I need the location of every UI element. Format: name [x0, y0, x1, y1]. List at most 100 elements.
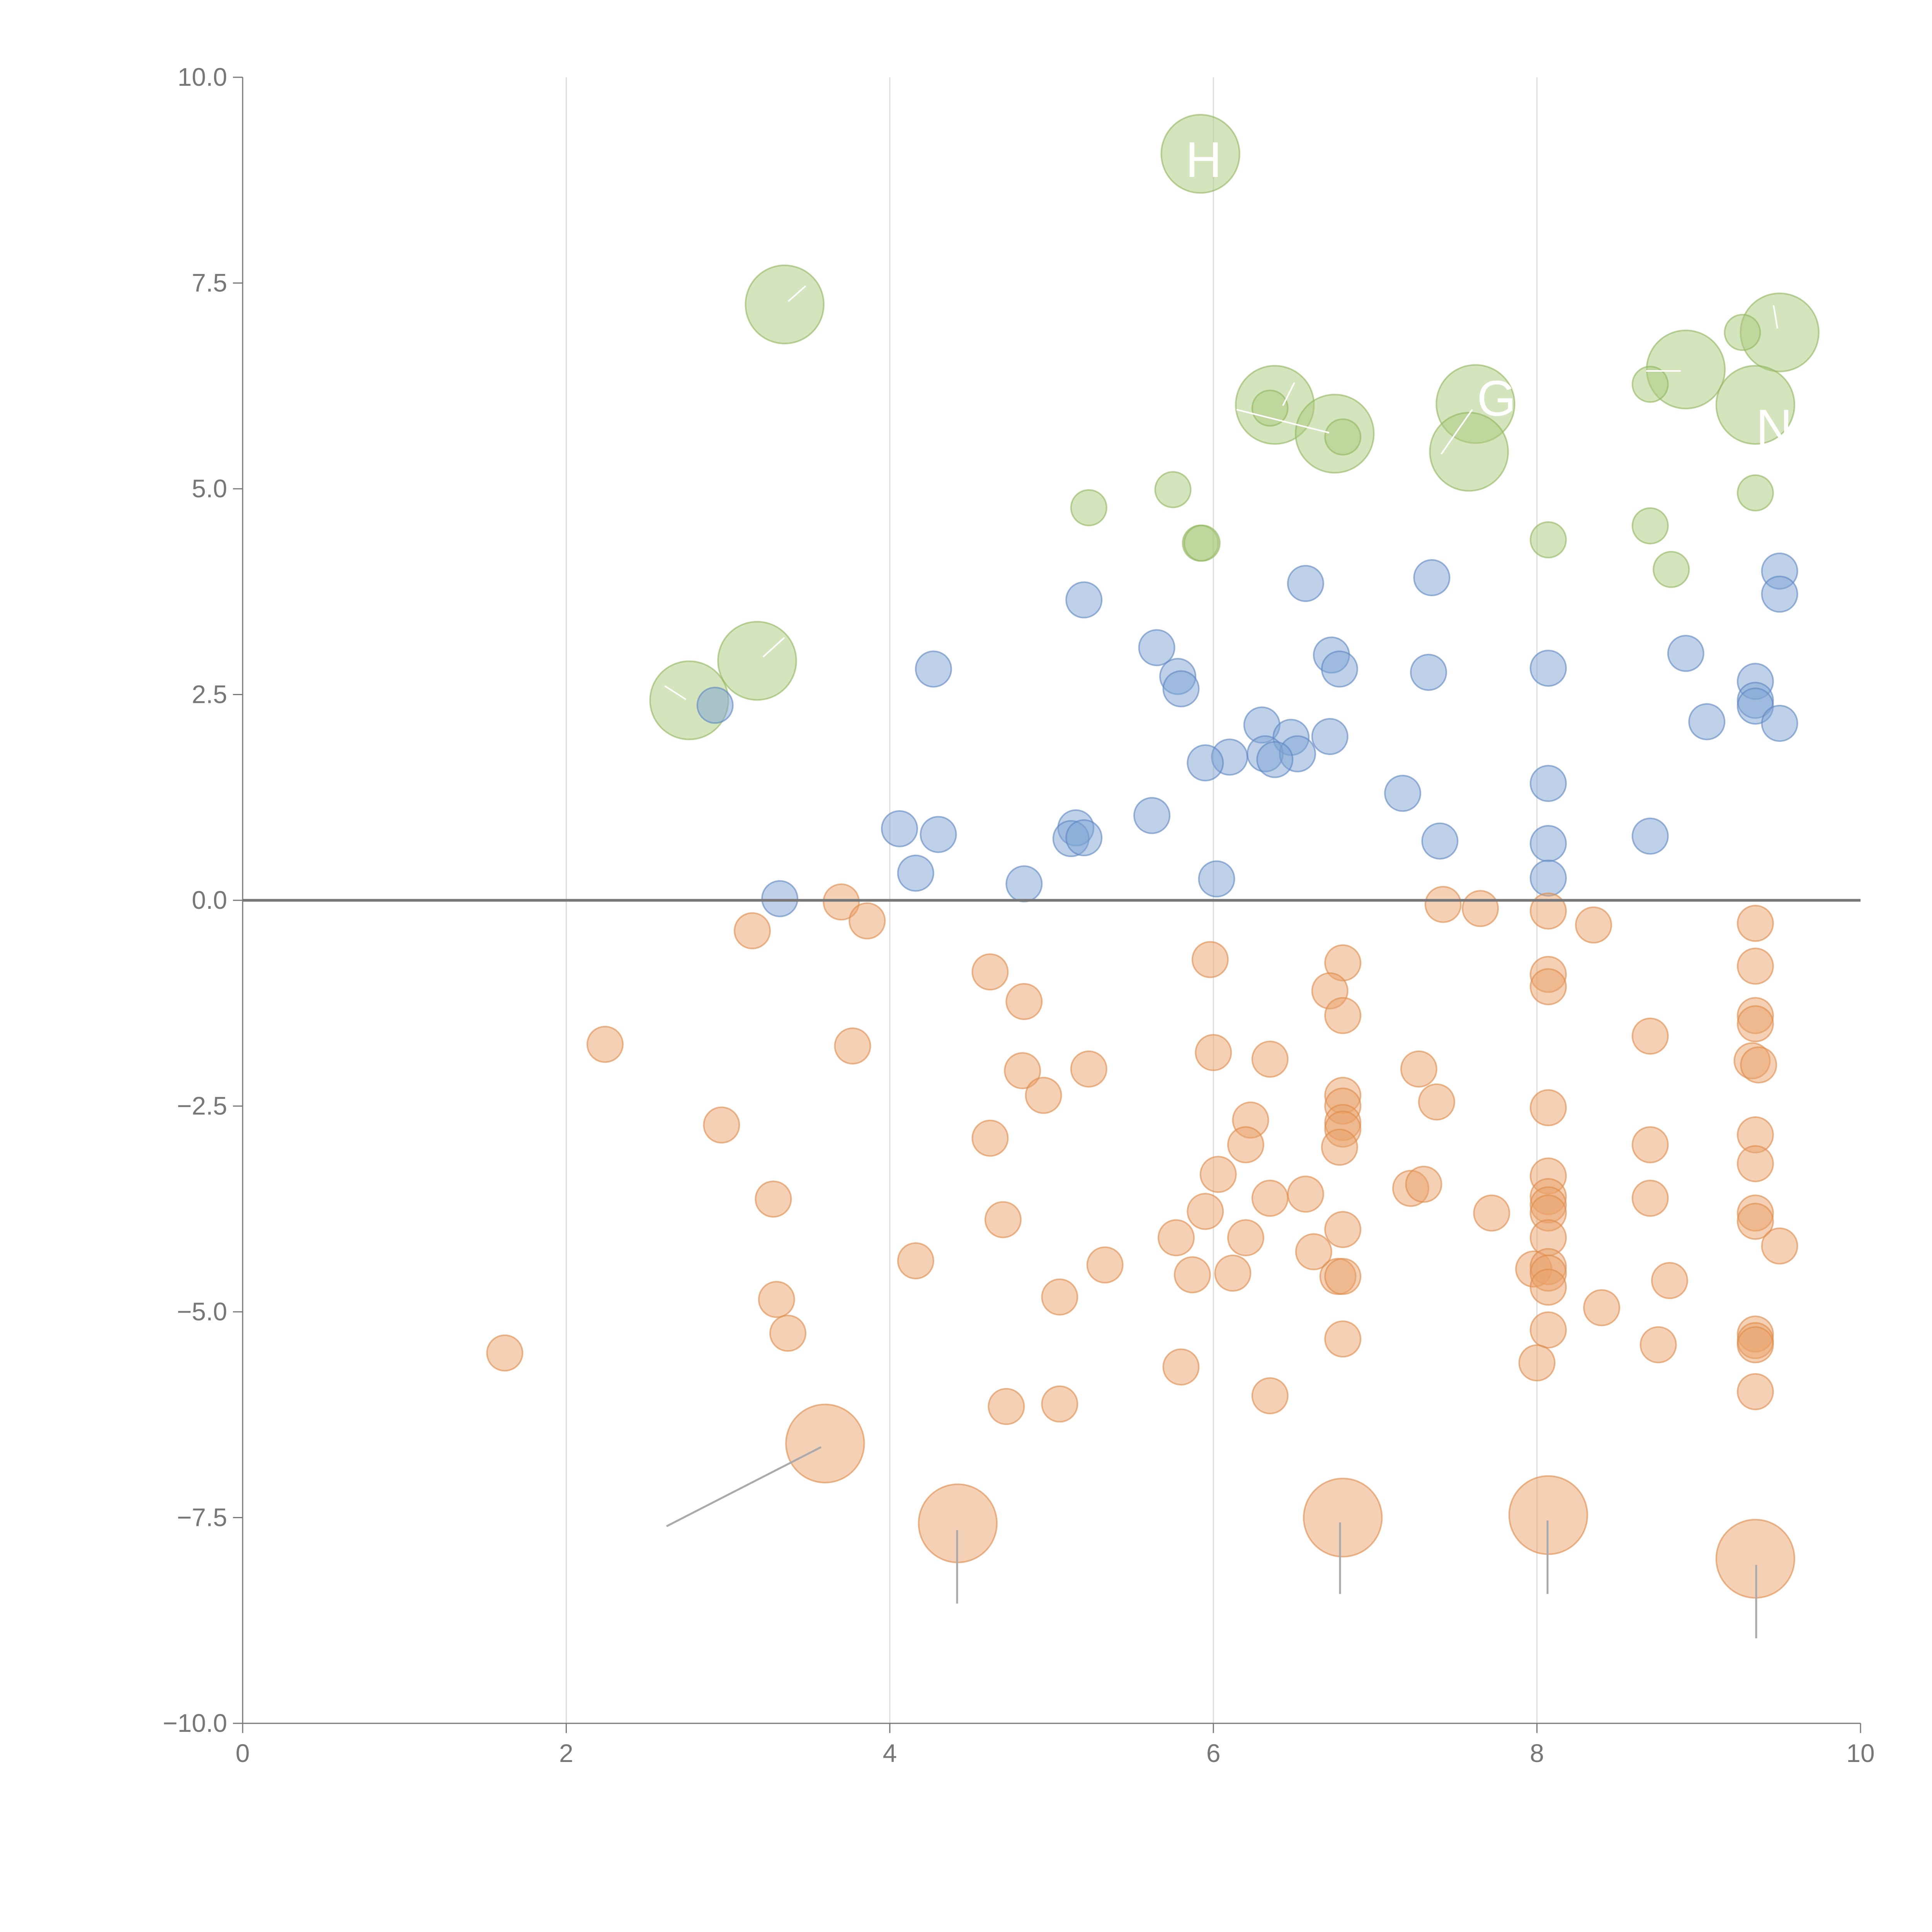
bubble-orange	[1191, 941, 1229, 978]
bubble-blue	[1256, 741, 1294, 778]
bubble-blue	[1384, 775, 1422, 812]
y-tick-label: −5.0	[177, 1297, 227, 1326]
x-tick-label: 2	[559, 1739, 573, 1767]
bubble-orange	[1295, 1233, 1332, 1270]
bubble-green	[745, 264, 825, 345]
bubble-orange	[971, 953, 1009, 991]
bubble-orange	[1251, 1180, 1289, 1217]
bubble-orange	[1736, 947, 1774, 985]
bubble-orange	[1529, 1089, 1567, 1126]
leader-lines	[664, 285, 1778, 1638]
bubble-blue	[1287, 565, 1324, 602]
y-tick-label: 10.0	[178, 63, 227, 91]
bubble-orange	[1473, 1194, 1510, 1232]
ticks: 10.0 7.5 5.0 2.5 0.0 −2.5 −5.0 −7.5 −10.0 0 2 4 6 8 10	[163, 63, 1875, 1767]
bubble-orange	[1736, 1005, 1774, 1043]
bubble-blue	[881, 810, 918, 847]
bubble-orange	[755, 1180, 792, 1218]
bubble-blue	[1321, 650, 1358, 688]
bubble-orange	[703, 1106, 740, 1144]
bubble-orange	[1529, 1311, 1567, 1349]
bubble-orange	[971, 1119, 1009, 1157]
bubble-orange	[1736, 1326, 1774, 1364]
bubble-orange	[1287, 1175, 1324, 1213]
bubble-green	[1653, 551, 1690, 588]
leader-line	[1773, 305, 1778, 329]
bubble-orange	[1583, 1289, 1621, 1327]
bubble-blue	[1138, 629, 1175, 667]
bubble-blue	[915, 650, 952, 688]
bubble-blue	[1065, 819, 1103, 857]
bubble-blue	[696, 687, 734, 724]
bubble-green	[1724, 314, 1761, 351]
bubble-green	[1736, 474, 1774, 512]
bubble-orange	[486, 1334, 524, 1372]
y-tick-label: −2.5	[177, 1092, 227, 1120]
bubble-orange	[1631, 1017, 1669, 1055]
bubble-green	[1631, 507, 1669, 544]
bubble-blue	[1529, 859, 1567, 897]
bubble-blue	[1410, 653, 1447, 691]
bubble-labels: H G NE	[1185, 131, 1826, 455]
bubble-blue	[1761, 705, 1798, 742]
bubble-orange	[1736, 905, 1774, 942]
bubble-blue	[1688, 703, 1726, 740]
leader-line	[664, 685, 687, 700]
bubble-green	[1429, 412, 1509, 492]
bubble-orange	[1639, 1326, 1677, 1364]
bubble-orange	[1199, 1156, 1237, 1193]
bubble-blue	[920, 816, 957, 853]
y-tick-label: 7.5	[192, 269, 227, 297]
bubble-orange	[1529, 1269, 1567, 1306]
bubble-orange	[1227, 1126, 1264, 1163]
x-tick-label: 6	[1206, 1739, 1221, 1767]
bubble-orange	[1005, 983, 1043, 1020]
bubble-orange	[1251, 1377, 1289, 1415]
bubble-blue	[1631, 817, 1669, 855]
leader-line	[1440, 409, 1473, 455]
bubble-orange	[1651, 1262, 1688, 1299]
bubble-blue	[1529, 765, 1567, 802]
bubbles	[486, 114, 1820, 1599]
y-tick-label: 0.0	[192, 886, 227, 914]
leader-line	[1236, 409, 1330, 434]
x-tick-label: 10	[1846, 1739, 1874, 1767]
bubble-orange	[1631, 1126, 1669, 1163]
bubble-orange	[1004, 1052, 1041, 1089]
x-tick-label: 0	[236, 1739, 250, 1767]
bubble-orange	[897, 1242, 934, 1279]
bubble-orange	[1324, 1211, 1362, 1248]
bubble-orange	[823, 883, 860, 921]
y-tick-label: 2.5	[192, 680, 227, 709]
bubble-orange	[1157, 1219, 1195, 1257]
bubble-green	[1251, 389, 1289, 427]
bubble-orange	[1424, 886, 1462, 923]
bubble-orange	[1405, 1165, 1442, 1203]
bubble-blue	[1187, 744, 1224, 782]
bubble-orange	[1041, 1278, 1078, 1316]
bubble-orange	[1227, 1219, 1264, 1257]
bubble-blue	[897, 854, 934, 892]
y-tick-label: −7.5	[177, 1503, 227, 1532]
bubble-orange	[988, 1388, 1025, 1425]
bubble-orange	[1321, 1129, 1358, 1166]
bubble-blue	[1529, 650, 1567, 687]
bubble-blue	[1413, 559, 1451, 597]
bubble-orange	[1195, 1034, 1232, 1071]
bubble-blue	[1198, 860, 1235, 898]
bubble-orange	[1041, 1385, 1078, 1423]
bubble-orange	[1303, 1478, 1383, 1558]
bubble-blue	[1005, 865, 1043, 903]
bubble-green	[1154, 471, 1192, 509]
bubble-orange	[1518, 1344, 1556, 1382]
leader-line	[762, 637, 785, 658]
bubble-orange	[1418, 1083, 1456, 1121]
bubble-blue	[1162, 670, 1200, 707]
y-tick-label: 5.0	[192, 474, 227, 503]
x-tick-label: 8	[1530, 1739, 1544, 1767]
bubble-blue	[1761, 575, 1798, 613]
bubble-blue	[1311, 718, 1349, 755]
leader-line	[1282, 382, 1295, 406]
leader-line	[787, 285, 806, 302]
